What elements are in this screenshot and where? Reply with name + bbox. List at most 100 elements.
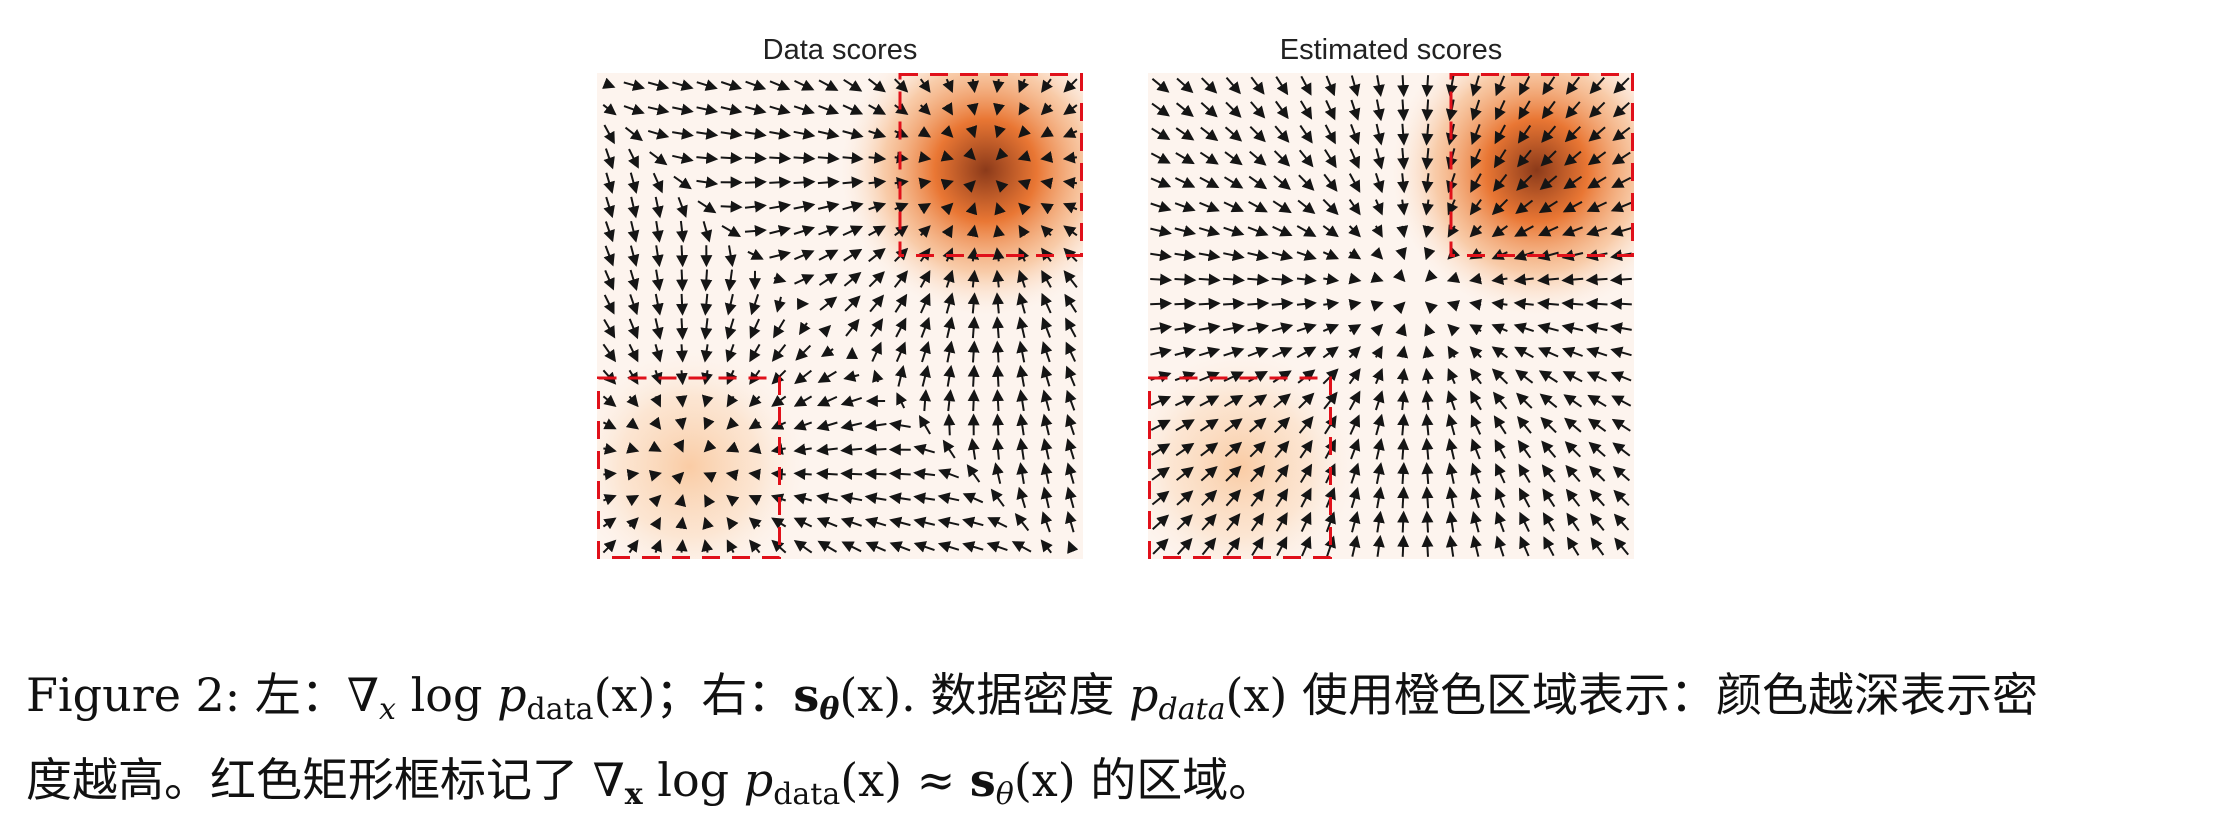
score-arrow xyxy=(1063,225,1078,238)
score-arrow xyxy=(1017,178,1031,191)
score-arrow xyxy=(1274,440,1290,458)
score-arrow xyxy=(1494,487,1506,508)
score-arrow xyxy=(1200,102,1218,118)
score-arrow xyxy=(1515,199,1534,215)
score-arrow xyxy=(1174,297,1197,310)
low-density-box xyxy=(1148,376,1332,559)
score-arrow xyxy=(1541,125,1557,143)
score-arrow xyxy=(1040,202,1054,215)
score-arrow xyxy=(1564,150,1582,166)
score-arrow xyxy=(1247,346,1269,359)
score-arrow xyxy=(888,467,911,480)
score-arrow xyxy=(1276,536,1288,557)
score-arrow xyxy=(1494,75,1506,97)
score-arrow xyxy=(769,127,792,140)
score-arrow xyxy=(1513,297,1534,310)
score-arrow xyxy=(1538,225,1559,237)
score-arrow xyxy=(1373,413,1385,436)
score-arrow xyxy=(1273,175,1291,190)
score-arrow xyxy=(1040,389,1053,411)
score-arrow xyxy=(1469,224,1483,238)
score-arrow xyxy=(1040,126,1054,138)
score-arrow xyxy=(817,152,840,165)
score-arrow xyxy=(771,394,787,407)
score-arrow xyxy=(817,200,840,213)
score-arrow xyxy=(651,245,664,268)
score-arrow xyxy=(1469,199,1482,216)
score-arrow xyxy=(651,269,664,292)
score-arrow xyxy=(675,395,688,408)
score-arrow xyxy=(820,345,835,357)
score-arrow xyxy=(1018,102,1030,116)
score-arrow xyxy=(1492,173,1508,192)
score-arrow xyxy=(894,293,908,313)
score-arrow xyxy=(967,340,980,363)
score-arrow xyxy=(1421,437,1434,460)
score-arrow xyxy=(889,516,911,529)
score-arrow xyxy=(894,225,909,238)
score-arrow xyxy=(940,178,954,191)
score-arrow xyxy=(864,419,887,432)
score-arrow xyxy=(1491,198,1509,216)
score-arrow xyxy=(774,296,786,313)
score-arrow xyxy=(769,152,792,165)
score-arrow xyxy=(672,127,694,140)
score-arrow xyxy=(967,389,980,412)
score-arrow xyxy=(1348,486,1361,509)
score-arrow xyxy=(1348,199,1361,216)
score-arrow xyxy=(1250,76,1265,95)
score-arrow xyxy=(843,271,862,287)
score-arrow xyxy=(720,200,743,213)
score-arrow xyxy=(703,416,715,431)
score-arrow xyxy=(671,471,685,485)
score-arrow xyxy=(1470,148,1482,169)
score-arrow xyxy=(1150,346,1172,359)
score-arrow xyxy=(991,316,1004,339)
score-arrow xyxy=(1322,198,1339,216)
score-arrow xyxy=(1491,368,1509,385)
score-arrow xyxy=(1470,414,1482,435)
score-arrow xyxy=(626,468,640,481)
score-arrow xyxy=(1517,149,1532,168)
score-arrow xyxy=(647,103,670,116)
score-arrow xyxy=(1223,322,1245,335)
score-arrow xyxy=(1274,100,1289,120)
score-arrow xyxy=(994,202,1006,216)
score-arrow xyxy=(628,148,639,169)
score-arrow xyxy=(651,369,663,386)
score-arrow xyxy=(726,416,740,430)
score-arrow xyxy=(1561,297,1584,310)
score-arrow xyxy=(1513,249,1535,261)
score-arrow xyxy=(1542,488,1556,508)
score-arrow xyxy=(1150,297,1173,310)
score-arrow xyxy=(744,152,767,165)
score-arrow xyxy=(1150,225,1172,237)
score-arrow xyxy=(888,492,911,505)
score-arrow xyxy=(1348,462,1361,484)
score-arrow xyxy=(918,177,932,190)
score-arrow xyxy=(1176,514,1193,531)
score-arrow xyxy=(720,127,743,140)
score-arrow xyxy=(1609,273,1632,286)
score-arrow xyxy=(962,516,984,529)
score-arrow xyxy=(1176,77,1194,94)
score-arrow xyxy=(696,103,719,116)
score-arrow xyxy=(918,225,931,238)
score-arrow xyxy=(1297,199,1316,215)
score-arrow xyxy=(627,196,640,219)
score-arrow xyxy=(1470,462,1482,484)
score-arrow xyxy=(1516,392,1533,409)
score-arrow xyxy=(1372,510,1385,533)
score-arrow xyxy=(1201,537,1217,556)
score-arrow xyxy=(1537,297,1559,310)
score-arrow xyxy=(724,269,737,292)
score-arrow xyxy=(1562,371,1583,383)
score-arrow xyxy=(1298,174,1315,191)
score-arrow xyxy=(1370,246,1384,260)
score-arrow xyxy=(749,318,761,340)
score-arrow xyxy=(1200,465,1218,482)
score-arrow xyxy=(1493,149,1507,169)
score-arrow xyxy=(720,152,743,165)
score-arrow xyxy=(842,200,864,213)
score-arrow xyxy=(651,344,664,363)
